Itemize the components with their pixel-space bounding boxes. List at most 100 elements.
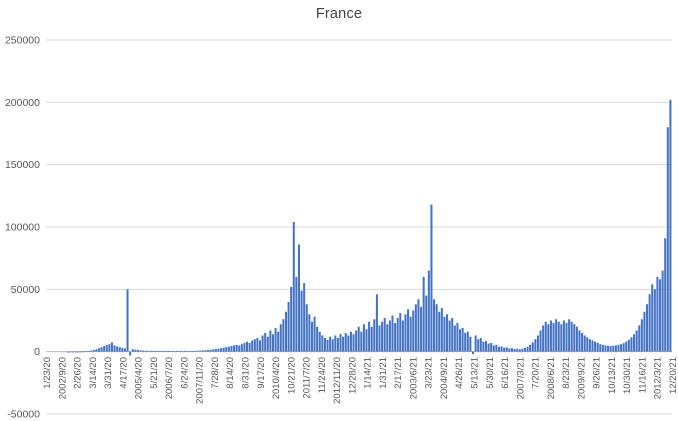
bar <box>542 325 545 352</box>
bar <box>510 348 513 352</box>
bar <box>79 351 82 353</box>
bar <box>212 349 215 352</box>
bar <box>451 318 454 352</box>
x-axis-label: 11/24/20 <box>317 357 328 393</box>
bar <box>297 244 300 352</box>
bar <box>562 320 565 352</box>
bar <box>209 349 212 352</box>
bar <box>186 350 189 352</box>
bar <box>261 335 264 352</box>
x-axis-label: 10/21/20 <box>286 357 297 394</box>
bar <box>188 350 191 352</box>
bar <box>495 344 498 352</box>
bar <box>134 349 137 352</box>
bar <box>282 319 285 352</box>
bar <box>630 337 633 352</box>
bar <box>490 342 493 352</box>
bar <box>552 322 555 352</box>
bar <box>357 326 360 352</box>
bar <box>651 284 654 352</box>
bar <box>536 335 539 352</box>
bar <box>144 350 147 352</box>
bar <box>292 222 295 352</box>
bar <box>565 322 568 352</box>
bar <box>443 316 446 352</box>
bar <box>360 331 363 352</box>
bar <box>383 318 386 352</box>
bar <box>100 347 103 352</box>
bar <box>168 351 171 352</box>
bar <box>131 349 134 352</box>
bar <box>471 351 475 355</box>
x-axis-label: 4/26/21 <box>454 357 465 389</box>
bar <box>386 324 389 352</box>
bar <box>614 345 617 352</box>
bar <box>461 327 464 352</box>
bar <box>469 336 472 352</box>
bar <box>656 276 659 352</box>
bar <box>160 351 163 352</box>
bar <box>191 350 194 352</box>
bar <box>368 321 371 352</box>
bar <box>116 346 119 352</box>
bar <box>646 304 649 352</box>
x-axis-label: 1/23/20 <box>42 357 53 389</box>
bar <box>529 344 532 352</box>
bar <box>534 339 537 352</box>
bar <box>459 329 462 352</box>
bar <box>326 339 329 352</box>
bar <box>557 321 560 352</box>
bar <box>547 324 550 352</box>
x-axis-label: 5/21/20 <box>149 357 160 389</box>
bar <box>425 295 428 352</box>
bar <box>375 294 378 352</box>
bar <box>560 324 563 352</box>
bar <box>433 299 436 352</box>
bar <box>287 301 290 352</box>
bar <box>539 330 542 352</box>
bar <box>74 351 77 353</box>
bar <box>518 349 521 352</box>
x-axis-label: 7/20/21 <box>531 357 542 389</box>
bar <box>412 310 415 352</box>
x-axis-label: 6/16/21 <box>500 357 511 389</box>
x-axis-label: 2003/6/21 <box>408 357 419 399</box>
bar <box>448 320 451 352</box>
bar <box>440 308 443 352</box>
bar <box>279 324 282 352</box>
bar <box>178 350 181 352</box>
bar <box>422 276 425 352</box>
x-axis-label: 9/17/20 <box>256 357 267 389</box>
x-axis-label: 2006/7/20 <box>164 357 175 399</box>
bar <box>513 348 516 352</box>
bar <box>648 294 651 352</box>
bar <box>505 347 508 352</box>
bar <box>240 344 243 352</box>
bar <box>69 351 72 353</box>
bar <box>601 344 604 352</box>
bar <box>349 331 352 352</box>
bar <box>201 350 204 352</box>
bar <box>409 316 412 352</box>
bar <box>95 349 98 352</box>
bar <box>578 330 581 352</box>
bar <box>316 326 319 352</box>
bar <box>544 321 547 352</box>
bar <box>165 350 168 352</box>
y-axis-label: 150000 <box>5 159 40 171</box>
bar <box>142 350 145 352</box>
bar <box>82 351 85 353</box>
bar <box>365 329 368 352</box>
x-axis-label: 12/20/21 <box>668 357 678 394</box>
x-axis-label: 4/17/20 <box>118 357 129 389</box>
x-axis-label: 12/28/20 <box>347 357 358 394</box>
bar <box>659 279 662 352</box>
bar <box>653 289 656 352</box>
bar <box>599 344 602 352</box>
bar <box>77 351 80 353</box>
x-axis-label: 2008/6/21 <box>546 357 557 399</box>
bar <box>103 346 106 352</box>
bar <box>258 340 262 352</box>
bar <box>355 330 358 352</box>
